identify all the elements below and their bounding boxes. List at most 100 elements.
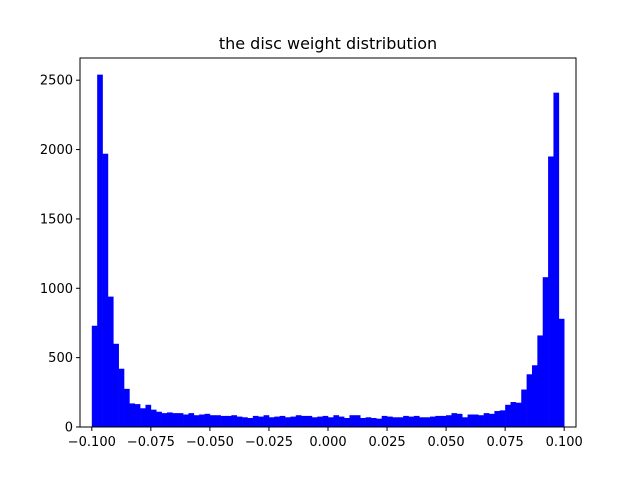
histogram-bar: [499, 410, 506, 427]
bars-group: [91, 74, 565, 428]
histogram-bar: [365, 417, 372, 427]
histogram-bar: [360, 417, 366, 427]
x-tick-label: 0.100: [546, 435, 583, 450]
histogram-bar: [526, 374, 533, 427]
histogram-bar: [429, 416, 436, 427]
histogram-bar: [177, 413, 184, 427]
histogram-bar: [521, 389, 527, 427]
y-tick-label: 500: [48, 351, 73, 366]
histogram-bar: [446, 415, 452, 427]
histogram-bar: [413, 415, 420, 427]
histogram-bar: [172, 413, 178, 427]
histogram-bar: [290, 416, 297, 427]
histogram-bar: [161, 413, 168, 427]
histogram-bar: [478, 415, 484, 427]
x-tick-label: 0.075: [487, 435, 524, 450]
x-tick-label: 0.050: [427, 435, 464, 450]
y-tick-label: 2500: [40, 74, 73, 89]
x-tick-label: −0.025: [245, 435, 293, 450]
histogram-bar: [226, 415, 232, 427]
histogram-bar: [279, 415, 286, 427]
histogram-bar: [510, 402, 517, 427]
histogram-bar: [494, 411, 501, 427]
histogram-bar: [451, 413, 458, 427]
histogram-bar: [295, 415, 302, 427]
histogram-bar: [456, 413, 463, 427]
histogram-bar: [247, 417, 254, 427]
histogram-bar: [472, 414, 479, 427]
histogram-bar: [531, 365, 538, 427]
histogram-bar: [301, 415, 307, 427]
histogram-bar: [118, 368, 125, 427]
histogram-bar: [338, 416, 345, 427]
histogram-bar: [236, 416, 243, 427]
histogram-bar: [317, 416, 323, 427]
histogram-bar: [183, 414, 189, 427]
histogram-bar: [306, 415, 313, 427]
histogram-bar: [505, 404, 511, 427]
histogram-bar: [553, 92, 560, 427]
histogram-bar: [124, 388, 130, 427]
histogram-bar: [542, 277, 549, 427]
histogram-bar: [242, 417, 248, 427]
histogram-bar: [166, 412, 173, 427]
y-axis: 0 500 1000 1500 2000 2500: [40, 74, 80, 436]
histogram-bar: [440, 415, 447, 427]
x-axis: −0.100 −0.075 −0.050 −0.025 0.000 0.025 0.050 0…: [68, 427, 583, 450]
histogram-bar: [397, 417, 404, 427]
histogram-bar: [140, 408, 146, 427]
histogram-bar: [328, 417, 334, 427]
histogram-bar: [349, 415, 356, 427]
histogram-bar: [107, 296, 114, 427]
histogram-bar: [102, 153, 109, 427]
histogram-bar: [209, 415, 216, 427]
histogram-bar: [145, 404, 152, 427]
histogram-bar: [150, 409, 157, 427]
histogram-bar: [97, 74, 103, 428]
chart-title: the disc weight distribution: [219, 34, 437, 53]
histogram-bar: [91, 325, 98, 427]
histogram-bar: [419, 417, 425, 427]
histogram-bar: [199, 414, 205, 427]
histogram-bar: [333, 415, 340, 427]
histogram-bar: [387, 416, 393, 427]
histogram-bar: [258, 416, 264, 427]
histogram-bar: [322, 415, 329, 427]
histogram-bar: [515, 402, 522, 427]
histogram-bar: [354, 415, 361, 427]
histogram-bar: [376, 418, 382, 427]
histogram-bar: [193, 415, 200, 427]
histogram-bar: [467, 414, 474, 427]
histogram-bar: [548, 156, 554, 427]
histogram-bar: [489, 413, 495, 427]
histogram-bar: [274, 416, 280, 427]
histogram-bar: [231, 415, 238, 427]
histogram-bar: [392, 417, 399, 427]
histogram-bar: [188, 413, 195, 427]
histogram-bar: [268, 417, 275, 427]
x-tick-label: −0.075: [127, 435, 175, 450]
y-tick-label: 1000: [40, 282, 73, 297]
x-tick-label: −0.050: [186, 435, 234, 450]
histogram-bar: [156, 411, 162, 427]
y-tick-label: 0: [65, 421, 73, 436]
histogram-bar: [435, 415, 442, 427]
histogram-bar: [204, 413, 211, 427]
histogram-bar: [129, 403, 136, 427]
histogram-bar: [113, 343, 119, 427]
histogram-bar: [263, 415, 270, 427]
histogram-bar: [537, 335, 544, 427]
x-tick-label: 0.025: [368, 435, 405, 450]
histogram-bar: [220, 415, 227, 427]
histogram-bar: [215, 415, 221, 427]
y-tick-label: 1500: [40, 212, 73, 227]
histogram-bar: [381, 415, 388, 427]
histogram-bar: [344, 417, 350, 427]
y-tick-label: 2000: [40, 143, 73, 158]
x-tick-label: −0.100: [68, 435, 116, 450]
histogram-bar: [252, 415, 259, 427]
histogram-bar: [370, 417, 377, 427]
histogram-bar: [408, 416, 415, 427]
histogram-bar: [483, 413, 490, 427]
